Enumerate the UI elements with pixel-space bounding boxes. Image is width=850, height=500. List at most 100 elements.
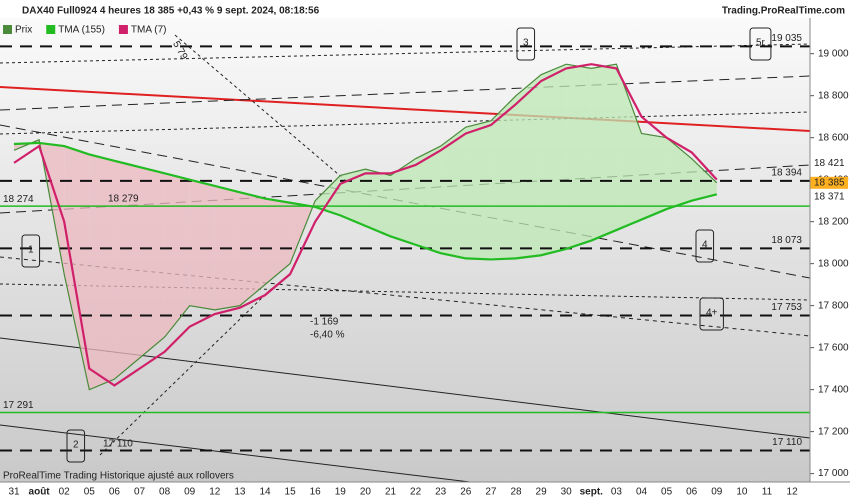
area-segment: [189, 179, 215, 310]
legend-label: Prix: [15, 25, 32, 36]
x-tick-label: 04: [636, 487, 648, 498]
y-tick-label: 17 000: [818, 468, 849, 479]
annotation: -1 169: [310, 317, 339, 328]
level-label: 19 035: [771, 33, 802, 44]
last-value-label: 18 385: [814, 177, 845, 188]
y-tick-label: 18 600: [818, 132, 849, 143]
area-segment: [566, 64, 592, 249]
wave-box: [695, 229, 715, 263]
x-tick-label: 08: [159, 487, 171, 498]
wave-box: [699, 297, 724, 331]
x-tick-label: 06: [686, 487, 698, 498]
x-tick-label: 11: [762, 487, 773, 498]
y-tick-label: 18 800: [818, 90, 849, 101]
area-segment: [89, 154, 115, 390]
area-segment: [591, 64, 617, 241]
area-segment: [139, 167, 165, 359]
x-tick-label: août: [29, 487, 51, 498]
x-tick-label: 09: [711, 487, 723, 498]
wave-label: 4+: [706, 308, 718, 319]
legend-label: TMA (155): [58, 25, 105, 36]
x-tick-label: 28: [510, 487, 522, 498]
x-tick-label: 21: [385, 487, 397, 498]
y-tick-label: 17 400: [818, 384, 849, 395]
last-value-label: 18 371: [814, 191, 845, 202]
level-label: 18 394: [771, 168, 802, 179]
y-tick-label: 17 800: [818, 300, 849, 311]
wave-label: 3: [523, 38, 529, 49]
area-segment: [516, 74, 542, 259]
level-label: 17 753: [771, 302, 802, 313]
annotation: -6,40 %: [310, 330, 345, 341]
y-tick-label: 18 000: [818, 258, 849, 269]
area-segment: [239, 192, 265, 306]
x-tick-label: 09: [184, 487, 196, 498]
x-tick-label: 12: [209, 487, 221, 498]
x-tick-label: 16: [310, 487, 322, 498]
source: Trading.ProRealTime.com: [722, 6, 845, 17]
x-tick-label: 12: [787, 487, 799, 498]
wave-box: [516, 27, 536, 61]
area-segment: [365, 169, 391, 237]
trend: [0, 75, 811, 111]
x-tick-label: 22: [410, 487, 422, 498]
y-tick-label: 17 200: [818, 426, 849, 437]
header: [0, 0, 850, 18]
area-segment: [691, 158, 717, 201]
trend: [174, 34, 346, 181]
wave-box: [66, 429, 86, 463]
level-label: 17 110: [772, 437, 802, 448]
legend-swatch: [3, 25, 12, 34]
wave-label: 1: [28, 245, 34, 256]
x-tick-label: 23: [435, 487, 447, 498]
wave-box: [749, 27, 772, 61]
y-tick-label: 18 200: [818, 216, 849, 227]
support-label: 18 274: [3, 194, 34, 205]
title: DAX40 Full0924 4 heures 18 385 +0,43 % 9…: [22, 6, 320, 17]
y-tick-label: 17 600: [818, 342, 849, 353]
red-trend: [0, 86, 811, 132]
x-tick-label: 10: [736, 487, 748, 498]
footer: ProRealTime Trading Historique ajusté au…: [3, 471, 234, 482]
area-segment: [114, 160, 140, 380]
area-segment: [340, 169, 366, 226]
area-segment: [465, 120, 491, 260]
x-tick-label: 29: [536, 487, 548, 498]
level-label: 18 073: [771, 235, 802, 246]
annotation: 18 279: [108, 194, 139, 205]
trend: [0, 424, 471, 483]
legend-swatch: [118, 25, 128, 34]
area-segment: [415, 146, 441, 254]
x-tick-label: 06: [109, 487, 121, 498]
x-tick-label: 05: [661, 487, 673, 498]
support-label: 17 291: [3, 400, 34, 411]
x-tick-label: 27: [485, 487, 497, 498]
x-tick-label: 03: [611, 487, 623, 498]
x-tick-label: 26: [460, 487, 472, 498]
area-segment: [641, 133, 667, 220]
x-tick-label: 02: [59, 487, 71, 498]
last-value-box: [810, 157, 848, 170]
annotation: 17 110: [103, 439, 133, 450]
x-tick-label: 13: [234, 487, 246, 498]
area-segment: [616, 64, 642, 231]
x-tick-label: 15: [285, 487, 297, 498]
area-segment: [490, 95, 516, 260]
area-segment: [440, 127, 466, 259]
x-tick-label: sept.: [580, 487, 604, 498]
x-tick-label: 05: [84, 487, 96, 498]
area-segment: [541, 64, 567, 256]
x-tick-label: 14: [259, 487, 271, 498]
wave-box: [21, 234, 41, 268]
wave-label: 2: [73, 440, 79, 451]
area-segment: [265, 198, 291, 285]
x-tick-label: 31: [8, 487, 20, 498]
series-line: [13, 141, 718, 261]
area-segment: [666, 137, 692, 210]
wave-label: 5r: [756, 38, 766, 49]
trend: [0, 124, 811, 279]
last-value-box: [810, 176, 848, 189]
x-tick-label: 20: [360, 487, 372, 498]
x-tick-label: 19: [335, 487, 347, 498]
